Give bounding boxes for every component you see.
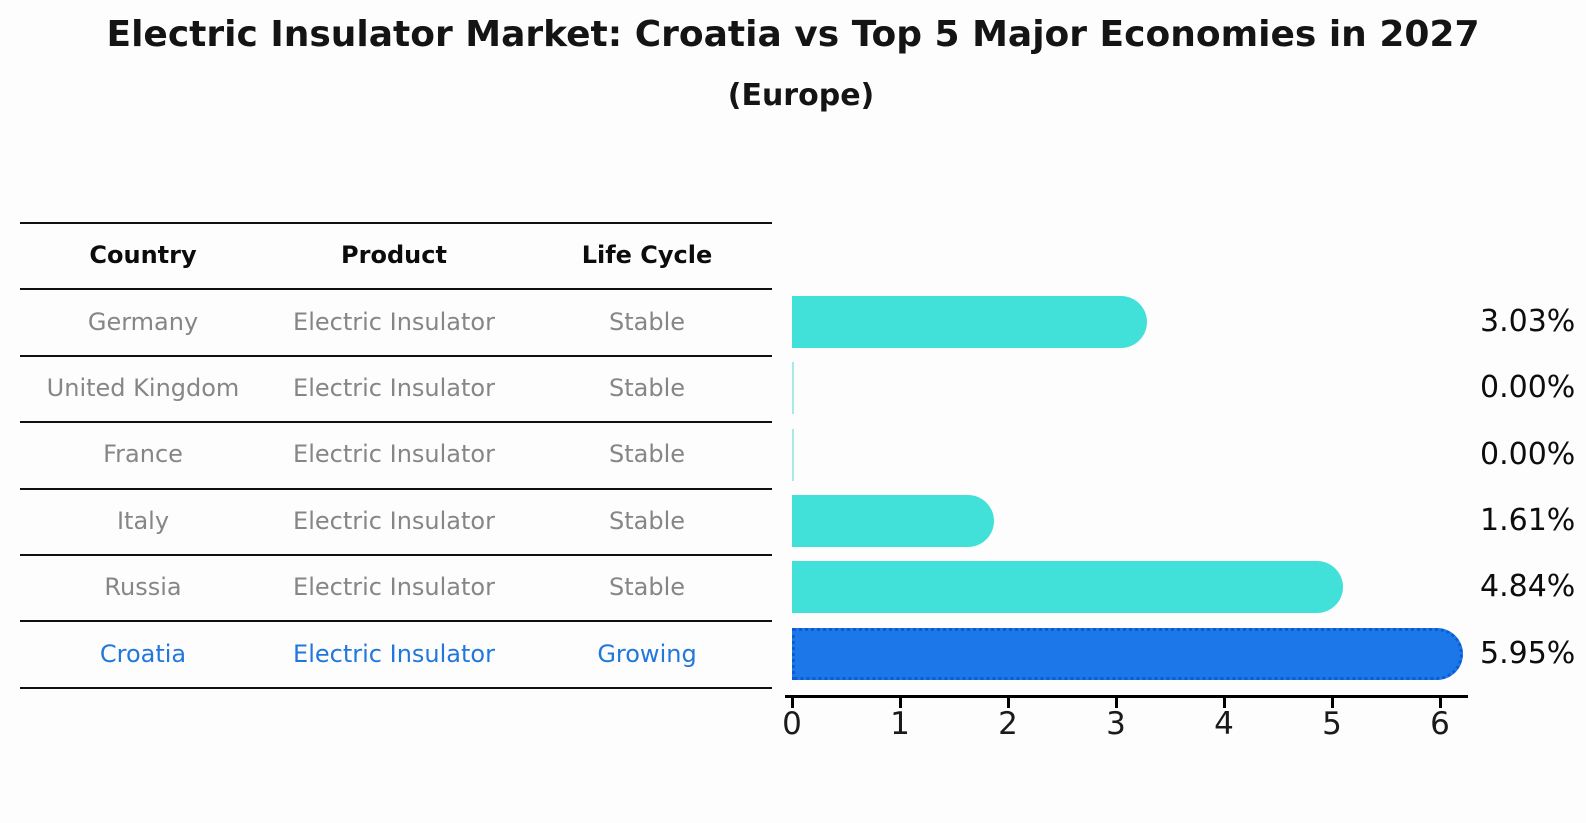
x-axis-tick <box>1439 698 1442 708</box>
country-cell: Italy <box>116 507 170 535</box>
column-header-country: Country <box>89 241 197 269</box>
table-row-russia: Russia Electric Insulator Stable <box>20 554 772 620</box>
table-top-rule <box>20 222 772 224</box>
bar-united-kingdom <box>792 362 794 414</box>
table-row-germany: Germany Electric Insulator Stable <box>20 289 772 355</box>
x-axis-tick <box>899 698 902 708</box>
table-header-row: Country Product Life Cycle <box>20 222 772 288</box>
country-cell: Germany <box>87 308 199 336</box>
life-cycle-cell: Stable <box>608 308 686 336</box>
country-cell: Croatia <box>99 640 187 668</box>
bar-germany <box>792 296 1147 348</box>
x-axis-tick <box>1331 698 1334 708</box>
table-row-united-kingdom: United Kingdom Electric Insulator Stable <box>20 355 772 421</box>
chart-title: Electric Insulator Market: Croatia vs To… <box>106 14 1480 55</box>
life-cycle-cell: Stable <box>608 440 686 468</box>
bar-croatia-highlighted <box>792 628 1463 680</box>
table-row-croatia: Croatia Electric Insulator Growing <box>20 621 772 687</box>
value-label: 0.00% <box>1480 370 1576 405</box>
x-axis-tick <box>1115 698 1118 708</box>
life-cycle-cell: Stable <box>608 573 686 601</box>
table-row-rule <box>20 355 772 357</box>
bar-italy <box>792 495 994 547</box>
country-cell: Russia <box>104 573 182 601</box>
bar-france <box>792 429 794 481</box>
value-label: 1.61% <box>1480 503 1576 538</box>
value-label: 4.84% <box>1480 569 1576 604</box>
column-header-product: Product <box>341 241 447 269</box>
x-axis-tick-label: 2 <box>998 706 1018 742</box>
value-label: 3.03% <box>1480 304 1576 339</box>
x-axis-tick <box>1223 698 1226 708</box>
table-row-italy: Italy Electric Insulator Stable <box>20 488 772 554</box>
table-row-rule <box>20 554 772 556</box>
life-cycle-cell: Stable <box>608 507 686 535</box>
bar-russia <box>792 561 1343 613</box>
table-bottom-rule <box>20 687 772 689</box>
x-axis-tick-label: 5 <box>1322 706 1342 742</box>
table-row-rule <box>20 488 772 490</box>
x-axis-tick-label: 1 <box>890 706 910 742</box>
x-axis-tick-label: 4 <box>1214 706 1234 742</box>
x-axis-tick-label: 3 <box>1106 706 1126 742</box>
x-axis-tick-label: 6 <box>1430 706 1450 742</box>
product-cell: Electric Insulator <box>293 640 495 668</box>
table-row-rule <box>20 421 772 423</box>
table-row-rule <box>20 620 772 622</box>
x-axis-tick <box>1007 698 1010 708</box>
life-cycle-cell: Stable <box>608 374 686 402</box>
value-label: 0.00% <box>1480 437 1576 472</box>
product-cell: Electric Insulator <box>293 308 495 336</box>
x-axis-line <box>785 695 1468 698</box>
x-axis-tick-label: 0 <box>782 706 802 742</box>
x-axis-tick <box>791 698 794 708</box>
chart-subtitle: (Europe) <box>727 78 875 113</box>
product-cell: Electric Insulator <box>293 374 495 402</box>
table-header-rule <box>20 288 772 290</box>
product-cell: Electric Insulator <box>293 573 495 601</box>
life-cycle-cell: Growing <box>597 640 697 668</box>
product-cell: Electric Insulator <box>293 507 495 535</box>
value-label: 5.95% <box>1480 636 1576 671</box>
country-cell: United Kingdom <box>46 374 240 402</box>
product-cell: Electric Insulator <box>293 440 495 468</box>
country-cell: France <box>103 440 183 468</box>
table-row-france: France Electric Insulator Stable <box>20 421 772 487</box>
column-header-life-cycle: Life Cycle <box>581 241 713 269</box>
